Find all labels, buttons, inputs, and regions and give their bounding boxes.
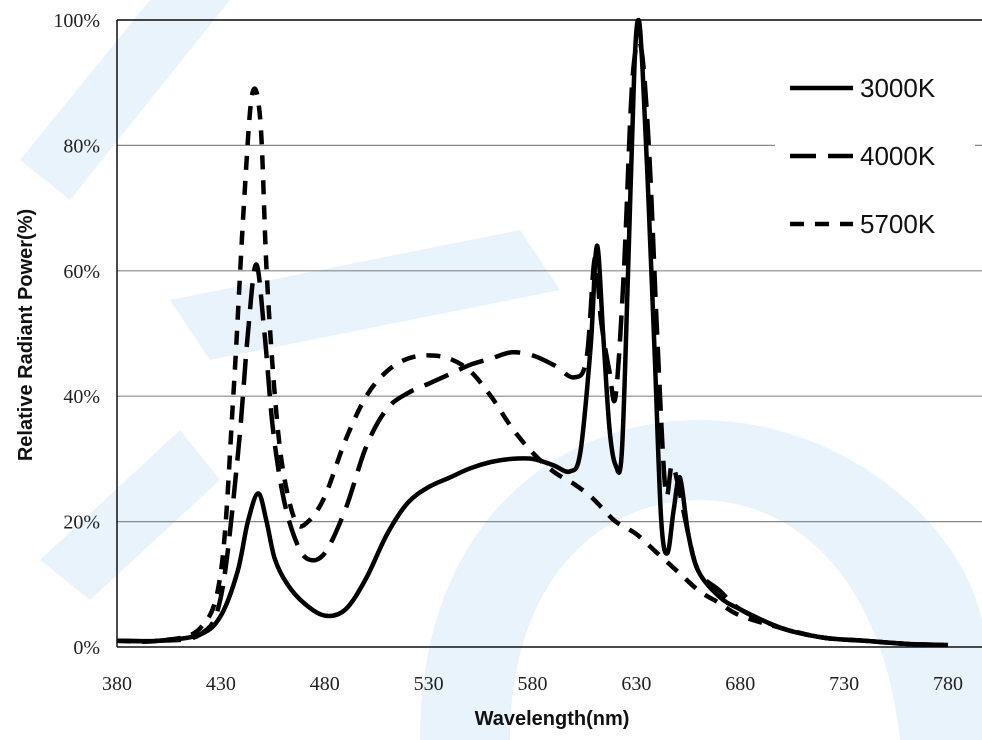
- x-tick-label: 530: [414, 673, 444, 695]
- x-tick-label: 580: [518, 673, 548, 695]
- x-tick-label: 430: [206, 673, 236, 695]
- legend-label: 4000K: [860, 141, 936, 171]
- y-tick-label: 100%: [53, 10, 100, 32]
- series-layer: [116, 17, 949, 648]
- legend-item-5700K: 5700K: [790, 209, 936, 239]
- legend: 3000K 4000K 5700K: [775, 55, 975, 260]
- x-tick-label: 730: [829, 673, 859, 695]
- y-axis-title: Relative Radiant Power(%): [15, 209, 37, 461]
- y-tick-label: 40%: [63, 386, 100, 408]
- x-axis-ticks: 380 430 480 530 580 630 680 730 780: [102, 673, 963, 695]
- x-tick-label: 680: [725, 673, 755, 695]
- y-tick-label: 80%: [63, 135, 100, 157]
- legend-item-4000K: 4000K: [790, 141, 936, 171]
- y-tick-label: 0%: [73, 637, 100, 659]
- x-tick-label: 780: [933, 673, 963, 695]
- x-tick-label: 380: [102, 673, 132, 695]
- series-line-3000K: [116, 17, 949, 648]
- y-tick-label: 20%: [63, 512, 100, 534]
- legend-label: 3000K: [860, 73, 936, 103]
- legend-item-3000K: 3000K: [790, 73, 936, 103]
- y-axis-ticks: 0% 20% 40% 60% 80% 100%: [53, 10, 100, 659]
- x-tick-label: 480: [310, 673, 340, 695]
- background-watermark: [20, 0, 982, 740]
- y-tick-label: 60%: [63, 261, 100, 283]
- series-line-4000K: [116, 39, 949, 648]
- plot-area-frame: [116, 19, 982, 648]
- x-tick-label: 630: [621, 673, 651, 695]
- x-axis-title: Wavelength(nm): [475, 708, 630, 730]
- series-line-5700K: [116, 86, 949, 648]
- legend-label: 5700K: [860, 209, 936, 239]
